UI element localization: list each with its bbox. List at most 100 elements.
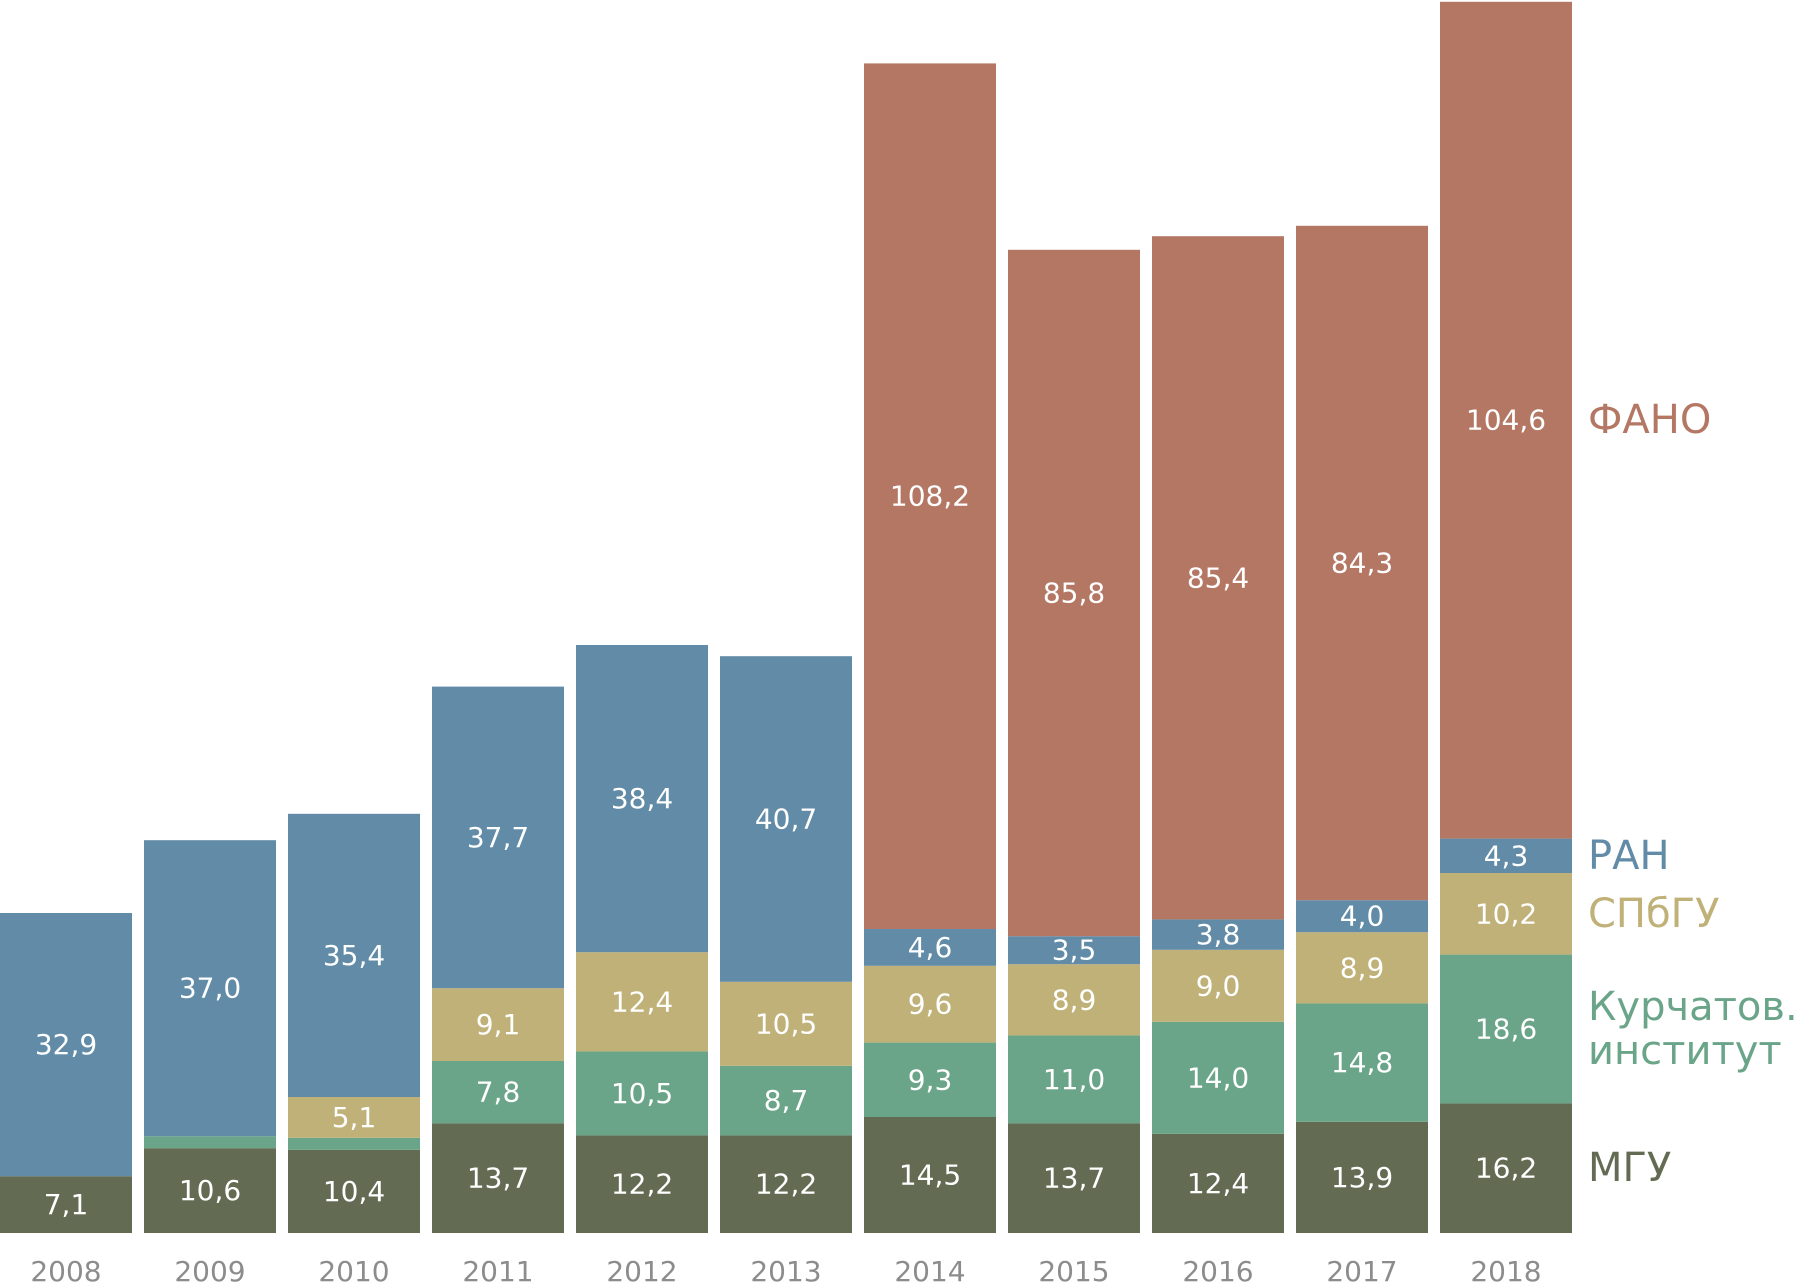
year-label: 2009 [174, 1255, 245, 1287]
bar-segment-2014-1 [864, 1042, 996, 1117]
value-label: 104,6 [1466, 404, 1546, 437]
value-label: 9,0 [1196, 969, 1241, 1002]
bar-segment-2012-3 [576, 645, 708, 953]
value-label: 85,4 [1187, 561, 1249, 594]
year-label: 2018 [1470, 1255, 1541, 1287]
bar-segment-2018-2 [1440, 873, 1572, 955]
bar-segment-2014-4 [864, 63, 996, 929]
value-label: 10,2 [1475, 897, 1537, 930]
bar-segment-2018-1 [1440, 954, 1572, 1104]
value-label: 8,7 [764, 1084, 809, 1117]
bars-layer [0, 1, 1572, 1233]
value-label: 32,9 [35, 1028, 97, 1061]
bar-segment-2017-1 [1296, 1003, 1428, 1122]
value-label: 14,8 [1331, 1046, 1393, 1079]
bar-segment-2016-1 [1152, 1021, 1284, 1134]
value-label: 10,4 [323, 1175, 385, 1208]
bar-segment-2008-3 [0, 913, 132, 1177]
value-label: 7,1 [44, 1188, 89, 1221]
bar-segment-2016-3 [1152, 919, 1284, 950]
value-label: 4,3 [1484, 839, 1529, 872]
value-label: 5,1 [332, 1101, 377, 1134]
value-label: 11,0 [1043, 1063, 1105, 1096]
value-label: 16,2 [1475, 1152, 1537, 1185]
year-label: 2017 [1326, 1255, 1397, 1287]
bar-segment-2015-4 [1008, 249, 1140, 937]
value-label: 4,0 [1340, 900, 1385, 933]
bar-segment-2017-2 [1296, 932, 1428, 1004]
bar-segment-2015-2 [1008, 964, 1140, 1036]
value-label: 18,6 [1475, 1013, 1537, 1046]
value-label: 10,6 [179, 1174, 241, 1207]
bar-segment-2008-0 [0, 1176, 132, 1233]
legend: МГУ Курчатов.институт СПбГУ РАН ФАНО [1588, 397, 1798, 1191]
value-label: 12,4 [1187, 1167, 1249, 1200]
bar-segment-2010-0 [288, 1149, 420, 1233]
bar-segment-2017-0 [1296, 1121, 1428, 1233]
value-labels-layer: 7,1 32,9 10,6 37,0 10,4 5,1 35,4 13,7 7,8 9,1 37,7… [35, 404, 1546, 1221]
bar-segment-2018-4 [1440, 1, 1572, 839]
legend-label-3: РАН [1588, 833, 1670, 879]
bar-segment-2018-0 [1440, 1103, 1572, 1233]
value-label: 13,7 [1043, 1162, 1105, 1195]
bar-segment-2012-0 [576, 1135, 708, 1233]
value-label: 10,5 [611, 1077, 673, 1110]
bar-segment-2016-4 [1152, 236, 1284, 920]
year-label: 2013 [750, 1255, 821, 1287]
x-axis-tick-labels: 2008 2009 2010 2011 2012 2013 2014 2015 2016 2017… [30, 1255, 1541, 1287]
value-label: 13,7 [467, 1162, 529, 1195]
bar-segment-2011-0 [432, 1123, 564, 1233]
bar-segment-2010-1 [288, 1137, 420, 1150]
bar-segment-2011-3 [432, 686, 564, 989]
bar-segment-2014-0 [864, 1117, 996, 1233]
bar-segment-2014-2 [864, 965, 996, 1043]
bar-segment-2015-1 [1008, 1035, 1140, 1124]
bar-segment-2009-1 [144, 1136, 276, 1149]
year-label: 2008 [30, 1255, 101, 1287]
bar-segment-2013-3 [720, 656, 852, 982]
value-label: 12,4 [611, 985, 673, 1018]
bar-segment-2011-1 [432, 1061, 564, 1124]
bar-segment-2009-0 [144, 1148, 276, 1233]
value-label: 9,6 [908, 988, 953, 1021]
year-label: 2016 [1182, 1255, 1253, 1287]
value-label: 10,5 [755, 1007, 817, 1040]
bar-segment-2010-3 [288, 813, 420, 1097]
year-label: 2011 [462, 1255, 533, 1287]
year-label: 2010 [318, 1255, 389, 1287]
value-label: 37,7 [467, 821, 529, 854]
value-label: 3,8 [1196, 918, 1241, 951]
year-label: 2012 [606, 1255, 677, 1287]
bar-segment-2015-3 [1008, 936, 1140, 965]
value-label: 85,8 [1043, 577, 1105, 610]
legend-label-0: МГУ [1588, 1145, 1671, 1191]
bar-segment-2016-0 [1152, 1133, 1284, 1233]
value-label: 3,5 [1052, 934, 1097, 967]
bar-segment-2013-1 [720, 1065, 852, 1136]
value-label: 14,5 [899, 1159, 961, 1192]
legend-label-4: ФАНО [1588, 397, 1711, 443]
value-label: 35,4 [323, 939, 385, 972]
value-label: 9,1 [476, 1008, 521, 1041]
legend-label-1: Курчатов. [1588, 984, 1798, 1030]
legend-label-1: институт [1588, 1028, 1782, 1074]
value-label: 7,8 [476, 1076, 521, 1109]
bar-segment-2016-2 [1152, 949, 1284, 1022]
value-label: 12,2 [611, 1168, 673, 1201]
value-label: 37,0 [179, 972, 241, 1005]
value-label: 14,0 [1187, 1061, 1249, 1094]
value-label: 84,3 [1331, 547, 1393, 580]
bar-segment-2017-4 [1296, 225, 1428, 901]
value-label: 8,9 [1340, 951, 1385, 984]
bar-segment-2017-3 [1296, 900, 1428, 933]
bar-segment-2011-2 [432, 988, 564, 1061]
bar-segment-2013-2 [720, 981, 852, 1066]
year-label: 2015 [1038, 1255, 1109, 1287]
value-label: 38,4 [611, 782, 673, 815]
legend-label-2: СПбГУ [1588, 891, 1719, 937]
value-label: 12,2 [755, 1168, 817, 1201]
bar-segment-2014-3 [864, 929, 996, 966]
value-label: 4,6 [908, 931, 953, 964]
value-label: 8,9 [1052, 983, 1097, 1016]
